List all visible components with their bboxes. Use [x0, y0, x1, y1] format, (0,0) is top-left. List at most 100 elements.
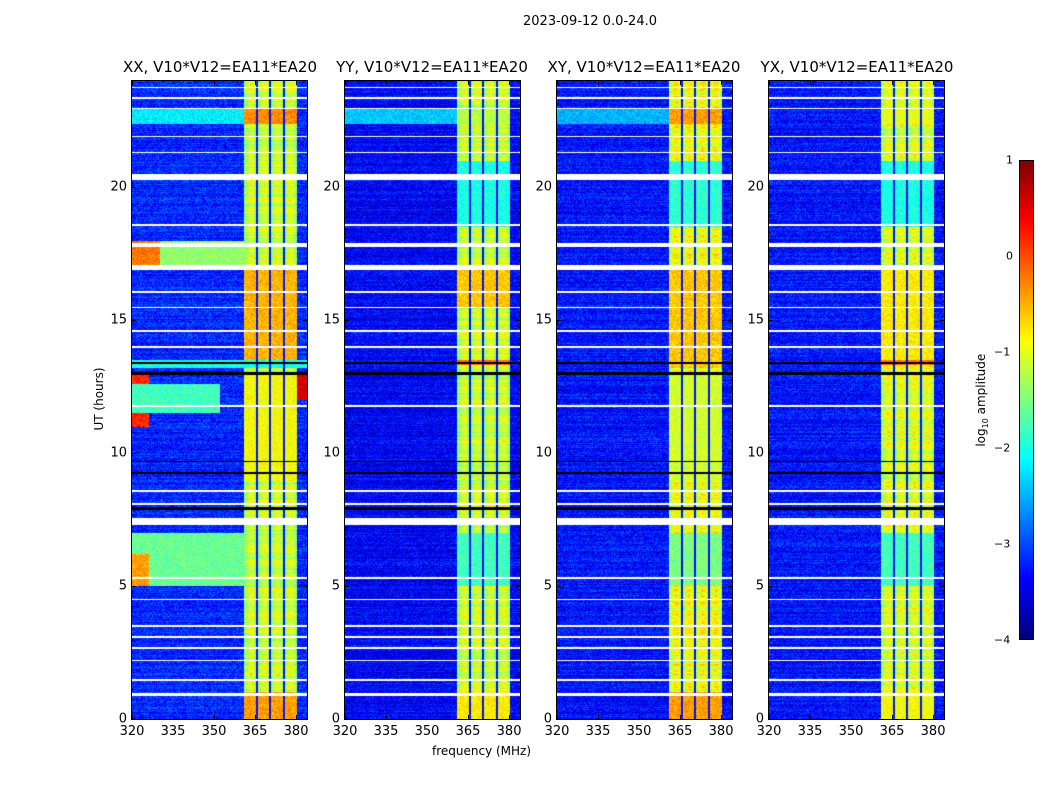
x-tick-mark	[680, 715, 682, 719]
heatmap-panel-yx	[768, 80, 945, 720]
x-tick-mark	[427, 81, 429, 85]
x-tick-mark	[769, 81, 770, 85]
y-tick-mark	[557, 453, 561, 455]
y-tick-mark	[132, 187, 136, 189]
y-tick-mark	[769, 719, 773, 720]
x-tick-mark	[173, 81, 175, 85]
x-tick-mark	[851, 81, 853, 85]
x-tick-label: 350	[838, 724, 864, 739]
x-tick-mark	[810, 81, 812, 85]
x-tick-label: 350	[626, 724, 652, 739]
colorbar-label-tail: amplitude	[973, 353, 988, 419]
x-tick-mark	[214, 715, 216, 719]
colorbar-tick-label: −3	[994, 537, 1011, 551]
y-tick-mark	[557, 320, 561, 322]
x-axis-label: frequency (MHz)	[432, 744, 532, 758]
x-tick-mark	[255, 81, 257, 85]
heatmap-panel-yy	[344, 80, 521, 720]
x-tick-mark	[255, 715, 257, 719]
y-tick-mark	[557, 187, 561, 189]
x-tick-label: 365	[879, 724, 905, 739]
colorbar-tick-label: 0	[1006, 249, 1013, 263]
x-tick-mark	[296, 81, 298, 85]
y-tick-mark	[769, 320, 773, 322]
x-tick-mark	[557, 715, 558, 719]
y-tick-mark	[132, 719, 136, 720]
heatmap-panel-xx	[131, 80, 308, 720]
colorbar-tick-label: −4	[994, 633, 1011, 647]
y-tick-label: 20	[110, 179, 127, 195]
y-tick-label: 10	[110, 445, 127, 461]
heatmap-xx	[132, 81, 307, 719]
y-tick-mark	[303, 320, 307, 322]
x-tick-mark	[427, 715, 429, 719]
y-tick-label: 0	[543, 711, 552, 727]
colorbar-tick-label: −1	[994, 345, 1011, 359]
panel-title-xx: XX, V10*V12=EA11*EA20	[122, 58, 318, 76]
y-tick-mark	[516, 586, 520, 588]
panel-title-yy: YY, V10*V12=EA11*EA20	[336, 58, 528, 76]
x-tick-label: 380	[496, 724, 522, 739]
figure-title: 2023-09-12 0.0-24.0	[523, 14, 657, 29]
x-tick-label: 335	[585, 724, 611, 739]
colorbar-tick-label: 1	[1006, 153, 1013, 167]
x-tick-mark	[296, 715, 298, 719]
y-tick-mark	[728, 719, 732, 720]
x-tick-mark	[557, 81, 558, 85]
x-tick-mark	[892, 715, 894, 719]
y-tick-mark	[132, 320, 136, 322]
y-tick-mark	[516, 187, 520, 189]
panel-title-xy: XY, V10*V12=EA11*EA20	[547, 58, 741, 76]
y-tick-mark	[303, 187, 307, 189]
y-tick-label: 20	[535, 179, 552, 195]
y-tick-label: 15	[110, 312, 127, 328]
x-tick-mark	[769, 715, 770, 719]
y-tick-mark	[728, 320, 732, 322]
x-tick-mark	[721, 81, 723, 85]
y-tick-mark	[303, 453, 307, 455]
panel-title-yx: YX, V10*V12=EA11*EA20	[760, 58, 954, 76]
y-tick-label: 15	[323, 312, 340, 328]
y-tick-label: 0	[331, 711, 340, 727]
y-tick-mark	[728, 586, 732, 588]
x-tick-label: 335	[797, 724, 823, 739]
y-tick-mark	[769, 453, 773, 455]
x-tick-mark	[468, 715, 470, 719]
y-tick-mark	[940, 586, 944, 588]
x-tick-mark	[132, 715, 133, 719]
y-tick-mark	[345, 586, 349, 588]
x-tick-mark	[345, 81, 346, 85]
x-tick-mark	[639, 715, 641, 719]
y-tick-mark	[345, 453, 349, 455]
x-tick-mark	[173, 715, 175, 719]
x-tick-label: 335	[373, 724, 399, 739]
y-tick-mark	[557, 719, 561, 720]
y-tick-label: 5	[331, 578, 340, 594]
y-tick-mark	[940, 453, 944, 455]
y-tick-mark	[303, 719, 307, 720]
x-tick-label: 365	[242, 724, 268, 739]
y-tick-mark	[769, 187, 773, 189]
y-tick-label: 20	[747, 179, 764, 195]
y-tick-mark	[769, 586, 773, 588]
heatmap-panel-xy	[556, 80, 733, 720]
y-tick-mark	[132, 453, 136, 455]
y-tick-mark	[132, 586, 136, 588]
colorbar-label-sub: 10	[981, 418, 991, 429]
y-tick-label: 5	[118, 578, 127, 594]
y-tick-mark	[516, 719, 520, 720]
colorbar-tick-label: −2	[994, 441, 1011, 455]
x-tick-mark	[639, 81, 641, 85]
x-tick-mark	[933, 81, 935, 85]
heatmap-yy	[345, 81, 520, 719]
x-tick-mark	[386, 81, 388, 85]
colorbar	[1019, 160, 1034, 640]
x-tick-label: 380	[708, 724, 734, 739]
y-tick-mark	[345, 320, 349, 322]
y-tick-label: 15	[747, 312, 764, 328]
y-tick-mark	[940, 719, 944, 720]
y-tick-mark	[940, 187, 944, 189]
x-tick-mark	[598, 715, 600, 719]
colorbar-label-main: log	[973, 428, 988, 447]
y-tick-label: 10	[323, 445, 340, 461]
